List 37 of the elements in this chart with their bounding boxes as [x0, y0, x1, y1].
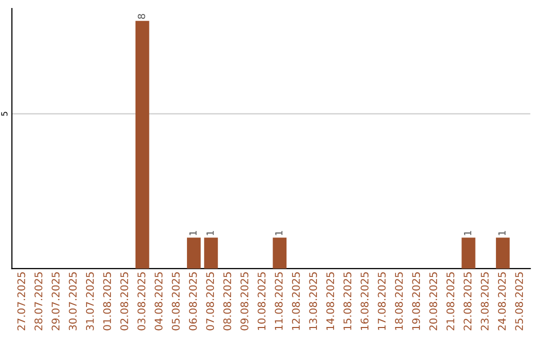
x-tick-label: 09.08.2025	[240, 272, 248, 330]
x-tick-label: 23.08.2025	[480, 272, 489, 330]
x-tick-label: 10.08.2025	[258, 272, 266, 330]
x-tick-label: 01.08.2025	[103, 272, 112, 330]
data-label: 1	[275, 230, 282, 236]
x-tick-label: 25.08.2025	[515, 272, 524, 330]
x-tick-label: 13.08.2025	[309, 272, 318, 330]
x-tick-label: 14.08.2025	[326, 272, 334, 330]
x-tick-label: 24.08.2025	[498, 272, 506, 330]
x-tick-label: 12.08.2025	[292, 272, 300, 330]
x-tick-label: 29.07.2025	[52, 272, 60, 330]
data-label: 1	[498, 230, 506, 236]
x-tick-label: 21.08.2025	[446, 272, 454, 330]
x-tick-label: 28.07.2025	[34, 272, 42, 330]
x-tick-label: 07.08.2025	[206, 272, 214, 330]
x-tick-label: 08.08.2025	[223, 272, 232, 330]
x-tick-label: 30.07.2025	[68, 272, 77, 330]
x-tick-label: 27.07.2025	[17, 272, 26, 330]
data-label: 8	[138, 14, 146, 19]
x-tick-label: 17.08.2025	[378, 272, 386, 330]
x-tick-label: 31.07.2025	[86, 272, 94, 330]
x-tick-label: 16.08.2025	[360, 272, 369, 330]
data-label: 1	[206, 230, 214, 236]
x-tick-label: 15.08.2025	[343, 272, 352, 330]
x-tick-label: 02.08.2025	[120, 272, 128, 330]
data-label: 1	[464, 230, 472, 236]
x-tick-label: 19.08.2025	[412, 272, 420, 330]
y-tick-label: 5	[1, 112, 8, 116]
x-tick-label: 22.08.2025	[464, 272, 472, 330]
data-label: 1	[189, 230, 197, 236]
x-tick-label: 20.08.2025	[429, 272, 438, 330]
x-tick-label: 11.08.2025	[274, 272, 283, 330]
x-tick-label: 05.08.2025	[172, 272, 180, 330]
x-tick-label: 06.08.2025	[188, 272, 197, 330]
x-tick-label: 04.08.2025	[154, 272, 163, 330]
x-tick-label: 18.08.2025	[394, 272, 403, 330]
x-tick-label: 03.08.2025	[137, 272, 146, 330]
